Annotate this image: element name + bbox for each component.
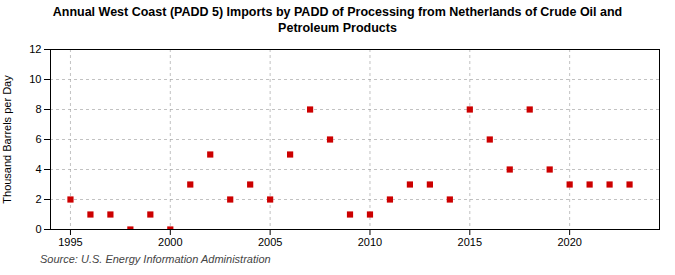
svg-text:2020: 2020 [557,236,581,248]
svg-text:2: 2 [35,193,41,205]
svg-text:2005: 2005 [258,236,282,248]
svg-text:2010: 2010 [358,236,382,248]
html-text:Annual West Coast (PADD 5) Imp: Annual West Coast (PADD 5) Imports by PA… [52,5,623,36]
svg-text:1995: 1995 [58,236,82,248]
svg-text:6: 6 [35,133,41,145]
svg-text:Thousand Barrels per Day: Thousand Barrels per Day [1,74,13,203]
svg-text:8: 8 [35,103,41,115]
svg-text:12: 12 [29,43,41,55]
svg-text:2000: 2000 [158,236,182,248]
svg-text:2015: 2015 [458,236,482,248]
svg-text:4: 4 [35,163,41,175]
svg-text:0: 0 [35,223,41,235]
html-text:Source: U.S. Energy Informatio: Source: U.S. Energy Information Administ… [40,252,271,265]
svg-text:10: 10 [29,73,41,85]
